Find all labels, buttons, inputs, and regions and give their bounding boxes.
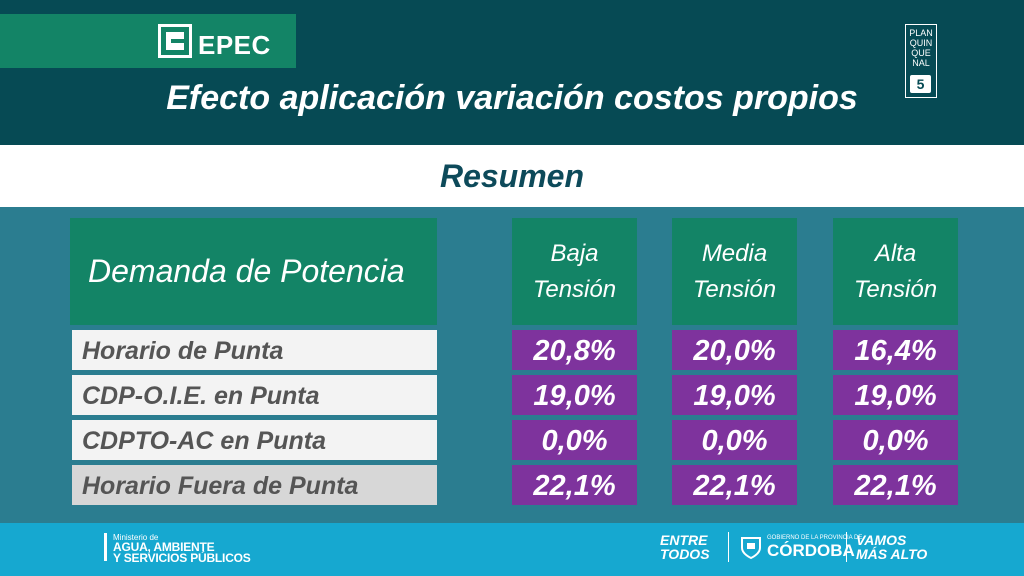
government-small-text: GOBIERNO DE LA PROVINCIA DE: [767, 535, 863, 541]
ministry-line: AGUA, AMBIENTE: [113, 540, 215, 554]
plan-quinquenal-badge: PLAN QUIN QUE NAL 5: [905, 24, 937, 98]
value-cell: 0,0%: [672, 420, 797, 460]
footer-band: [0, 523, 1024, 576]
ministry-small-text: Ministerio de: [113, 533, 159, 542]
badge-line: PLAN: [909, 28, 933, 38]
cordoba-shield-icon: [741, 537, 761, 559]
column-header-line: Baja: [550, 240, 599, 267]
value-cell: 20,8%: [512, 330, 637, 370]
section-subtitle: Resumen: [439, 158, 585, 194]
ministry-logo: Ministerio de AGUA, AMBIENTE Y SERVICIOS…: [104, 533, 251, 565]
row-label-fuera-punta: Horario Fuera de Punta: [72, 465, 437, 505]
mas-alto-line: MÁS ALTO: [856, 546, 928, 562]
row-label-cdpto-ac: CDPTO-AC en Punta: [72, 420, 437, 460]
cordoba-text: CÓRDOBA: [767, 541, 855, 560]
badge-line: QUE: [911, 48, 931, 58]
value-cell: 0,0%: [512, 420, 637, 460]
value-cell: 0,0%: [833, 420, 958, 460]
footer-divider: [846, 532, 847, 562]
value-cell: 19,0%: [512, 375, 637, 415]
row-label-horario-punta: Horario de Punta: [72, 330, 437, 370]
column-header-baja: Baja Tensión: [512, 218, 637, 325]
value-cell: 16,4%: [833, 330, 958, 370]
column-header-line: Media: [701, 240, 768, 267]
logo-bar: [0, 14, 296, 68]
page-title: Efecto aplicación variación costos propi…: [166, 79, 858, 117]
value-cell: 22,1%: [672, 465, 797, 505]
column-header-line: Alta: [874, 240, 917, 267]
footer-divider: [728, 532, 729, 562]
ministry-line: Y SERVICIOS PÚBLICOS: [113, 551, 251, 565]
todos-line: TODOS: [660, 546, 710, 562]
column-header-media: Media Tensión: [672, 218, 797, 325]
column-header-line: Tensión: [532, 276, 617, 303]
column-header-line: Tensión: [853, 276, 938, 303]
entre-line: ENTRE: [660, 532, 708, 548]
badge-number: 5: [910, 75, 931, 93]
vamos-line: VAMOS: [856, 532, 907, 548]
column-header-alta: Alta Tensión: [833, 218, 958, 325]
row-header-cell: Demanda de Potencia: [70, 218, 437, 325]
column-header-line: Tensión: [692, 276, 777, 303]
row-label-cdp-oie: CDP-O.I.E. en Punta: [72, 375, 437, 415]
vamos-mas-alto-logo: VAMOS MÁS ALTO: [856, 533, 927, 561]
value-cell: 20,0%: [672, 330, 797, 370]
value-cell: 19,0%: [833, 375, 958, 415]
value-cell: 22,1%: [512, 465, 637, 505]
entre-todos-logo: ENTRE TODOS: [660, 533, 710, 561]
value-cell: 19,0%: [672, 375, 797, 415]
subtitle-band: [0, 145, 1024, 207]
value-cell: 22,1%: [833, 465, 958, 505]
logo-text: EPEC: [198, 30, 271, 60]
badge-line: NAL: [912, 58, 930, 68]
epec-logo-icon: [158, 24, 192, 58]
badge-line: QUIN: [909, 38, 933, 48]
